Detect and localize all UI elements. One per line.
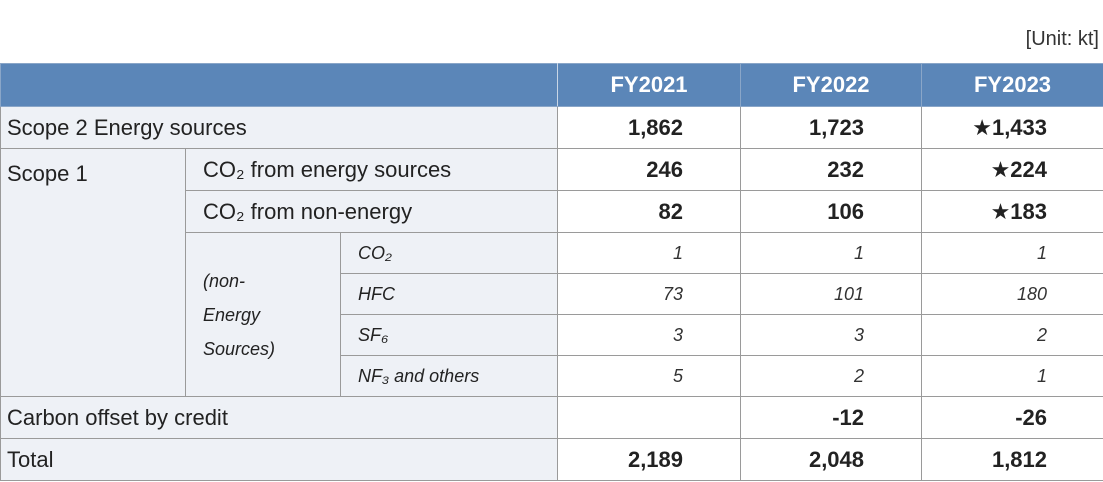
row-label: Carbon offset by credit: [0, 396, 559, 439]
group-label: Scope 1: [0, 148, 186, 397]
row-label: CO₂ from energy sources: [184, 148, 559, 191]
row: Carbon offset by credit -12 -26: [0, 396, 1103, 439]
row: SF₆ 3 3 2: [1, 314, 1103, 356]
row-label: Scope 2 Energy sources: [0, 106, 559, 149]
cell: 246: [557, 148, 742, 191]
group-label-text: (non-Energy Sources): [203, 270, 276, 359]
cell: 2,189: [557, 438, 742, 481]
cell: 1: [921, 355, 1103, 397]
cell: 1: [921, 232, 1103, 274]
row-label: HFC: [339, 273, 559, 315]
unit-label: [Unit: kt]: [1025, 28, 1099, 50]
row: (non-Energy Sources) CO₂ 1 1 1: [1, 232, 1103, 397]
cell: 1,723: [740, 106, 923, 149]
cell: 3: [557, 314, 742, 356]
row: Scope 2 Energy sources 1,862 1,723 ★1,43…: [0, 106, 1103, 149]
cell: 1: [740, 232, 923, 274]
row: CO₂ from non-energy 82 106 ★183: [1, 190, 1103, 233]
row-label: NF₃ and others: [339, 355, 559, 397]
header-cell: FY2022: [740, 63, 923, 107]
cell: 3: [740, 314, 923, 356]
cell: ★183: [921, 190, 1103, 233]
row-label: SF₆: [339, 314, 559, 356]
cell: 2: [921, 314, 1103, 356]
cell: 82: [557, 190, 742, 233]
cell: 1,812: [921, 438, 1103, 481]
cell: ★224: [921, 148, 1103, 191]
row-label: CO₂ from non-energy: [184, 190, 559, 233]
cell: 180: [921, 273, 1103, 315]
cell: 73: [557, 273, 742, 315]
row-label: Total: [0, 438, 559, 481]
row: Total 2,189 2,048 1,812: [0, 438, 1103, 481]
cell: [557, 396, 742, 439]
cell: ★1,433: [921, 106, 1103, 149]
row: NF₃ and others 5 2 1: [1, 355, 1103, 397]
cell: -26: [921, 396, 1103, 439]
row: HFC 73 101 180: [1, 273, 1103, 315]
group-label: (non-Energy Sources): [185, 232, 341, 397]
header-cell: [0, 63, 559, 107]
cell: -12: [740, 396, 923, 439]
cell: 1: [557, 232, 742, 274]
header-cell: FY2023: [921, 63, 1103, 107]
header-row: FY2021 FY2022 FY2023: [0, 63, 1103, 107]
row-label: CO₂: [339, 232, 559, 274]
row: Scope 1 CO₂ from energy sources 246 232 …: [0, 148, 1103, 397]
cell: 1,862: [557, 106, 742, 149]
cell: 232: [740, 148, 923, 191]
cell: 106: [740, 190, 923, 233]
cell: 2,048: [740, 438, 923, 481]
emissions-table: FY2021 FY2022 FY2023 Scope 2 Energy sour…: [0, 63, 1103, 481]
cell: 5: [557, 355, 742, 397]
header-cell: FY2021: [557, 63, 742, 107]
cell: 2: [740, 355, 923, 397]
cell: 101: [740, 273, 923, 315]
